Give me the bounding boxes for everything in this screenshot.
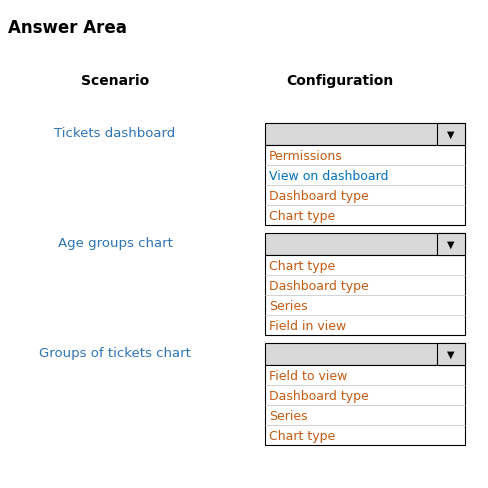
Text: Chart type: Chart type [268,209,335,223]
Text: Configuration: Configuration [286,74,393,88]
Text: ▼: ▼ [447,349,454,359]
Text: Age groups chart: Age groups chart [58,237,172,250]
Text: ▼: ▼ [447,240,454,249]
FancyBboxPatch shape [264,256,464,335]
FancyBboxPatch shape [264,234,464,256]
Text: Dashboard type: Dashboard type [268,190,368,203]
Text: Groups of tickets chart: Groups of tickets chart [39,347,190,360]
Text: Field to view: Field to view [268,369,346,382]
Text: Answer Area: Answer Area [8,19,126,37]
Text: Chart type: Chart type [268,260,335,272]
FancyBboxPatch shape [436,343,464,365]
Text: Series: Series [268,299,307,312]
Text: Permissions: Permissions [268,150,342,163]
FancyBboxPatch shape [264,365,464,445]
FancyBboxPatch shape [264,146,464,225]
Text: Scenario: Scenario [81,74,149,88]
Text: Dashboard type: Dashboard type [268,389,368,402]
FancyBboxPatch shape [436,234,464,256]
Text: Dashboard type: Dashboard type [268,280,368,292]
FancyBboxPatch shape [264,124,464,146]
FancyBboxPatch shape [436,124,464,146]
Text: ▼: ▼ [447,130,454,140]
Text: Field in view: Field in view [268,319,346,332]
FancyBboxPatch shape [264,343,464,365]
Text: Series: Series [268,409,307,422]
Text: Chart type: Chart type [268,429,335,442]
Text: View on dashboard: View on dashboard [268,170,387,183]
Text: Tickets dashboard: Tickets dashboard [54,127,175,140]
